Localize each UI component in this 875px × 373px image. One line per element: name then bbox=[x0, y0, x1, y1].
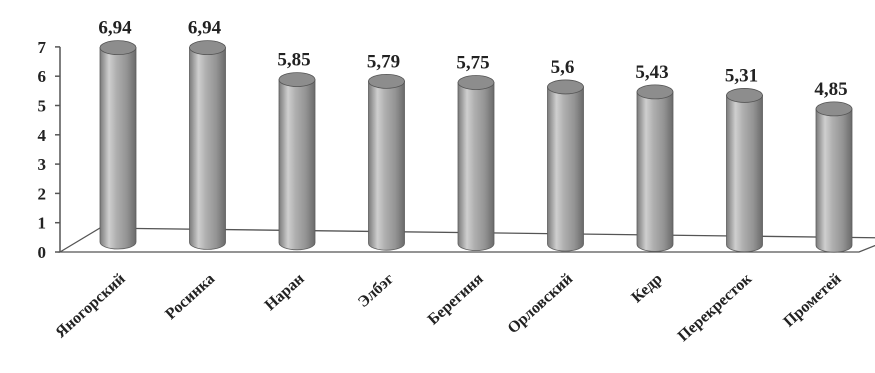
y-tick-label: 3 bbox=[38, 155, 47, 174]
bar-body bbox=[99, 47, 137, 250]
bar-top bbox=[368, 73, 405, 89]
bar-top bbox=[636, 84, 674, 100]
bar-top bbox=[726, 88, 763, 103]
y-tick-label: 2 bbox=[38, 184, 47, 203]
data-label: 4,85 bbox=[814, 79, 847, 100]
y-tick-label: 1 bbox=[38, 214, 47, 233]
x-tick-label: Прометей bbox=[780, 270, 844, 330]
bar-top bbox=[189, 40, 226, 56]
x-tick-label: Росинка bbox=[162, 270, 218, 323]
y-tick-label: 6 bbox=[38, 67, 47, 86]
bar-body bbox=[368, 80, 405, 251]
y-tick-label: 0 bbox=[38, 243, 47, 262]
y-tick-label: 5 bbox=[38, 97, 47, 116]
bar-body bbox=[189, 47, 226, 250]
data-label: 5,85 bbox=[277, 50, 310, 71]
bar-top bbox=[99, 40, 137, 56]
bar-body bbox=[457, 82, 495, 251]
chart-floor bbox=[57, 227, 875, 253]
x-tick-label: Элбэг bbox=[355, 270, 397, 311]
x-tick-label: Яногорский bbox=[52, 270, 128, 341]
data-label: 5,6 bbox=[551, 57, 575, 78]
bar-body bbox=[815, 108, 853, 253]
bar bbox=[457, 75, 495, 251]
data-label: 6,94 bbox=[98, 18, 132, 39]
bar bbox=[189, 40, 226, 250]
bar bbox=[278, 72, 316, 251]
bar-top bbox=[815, 101, 853, 117]
data-label: 6,94 bbox=[188, 18, 222, 39]
bar-body bbox=[726, 95, 763, 253]
bar-top bbox=[547, 79, 584, 95]
bar bbox=[815, 101, 853, 253]
data-label: 5,31 bbox=[725, 65, 758, 86]
bar-body bbox=[636, 91, 674, 252]
axis-layer: 0 1 2 3 4 5 6 7 bbox=[38, 38, 875, 262]
x-tick-label: Наран bbox=[262, 270, 308, 314]
bars-layer bbox=[99, 40, 853, 253]
bar-body bbox=[547, 86, 584, 252]
data-label: 5,43 bbox=[635, 62, 668, 83]
bar-top bbox=[457, 75, 495, 90]
bar bbox=[636, 84, 674, 252]
bar-top bbox=[278, 72, 316, 87]
x-tick-label: Кедр bbox=[628, 270, 665, 306]
bar bbox=[726, 88, 763, 253]
bar bbox=[547, 79, 584, 252]
y-tick-label: 7 bbox=[38, 38, 47, 57]
y-tick-label: 4 bbox=[38, 126, 47, 145]
bar bbox=[368, 73, 405, 251]
x-tick-label: Орловский bbox=[505, 270, 577, 337]
bar-body bbox=[278, 79, 316, 251]
data-label: 5,79 bbox=[367, 51, 400, 72]
x-tick-label: Перекресток bbox=[675, 270, 756, 345]
x-tick-label: Берегиня bbox=[425, 270, 487, 328]
data-label: 5,75 bbox=[456, 53, 489, 74]
bar bbox=[99, 40, 137, 250]
